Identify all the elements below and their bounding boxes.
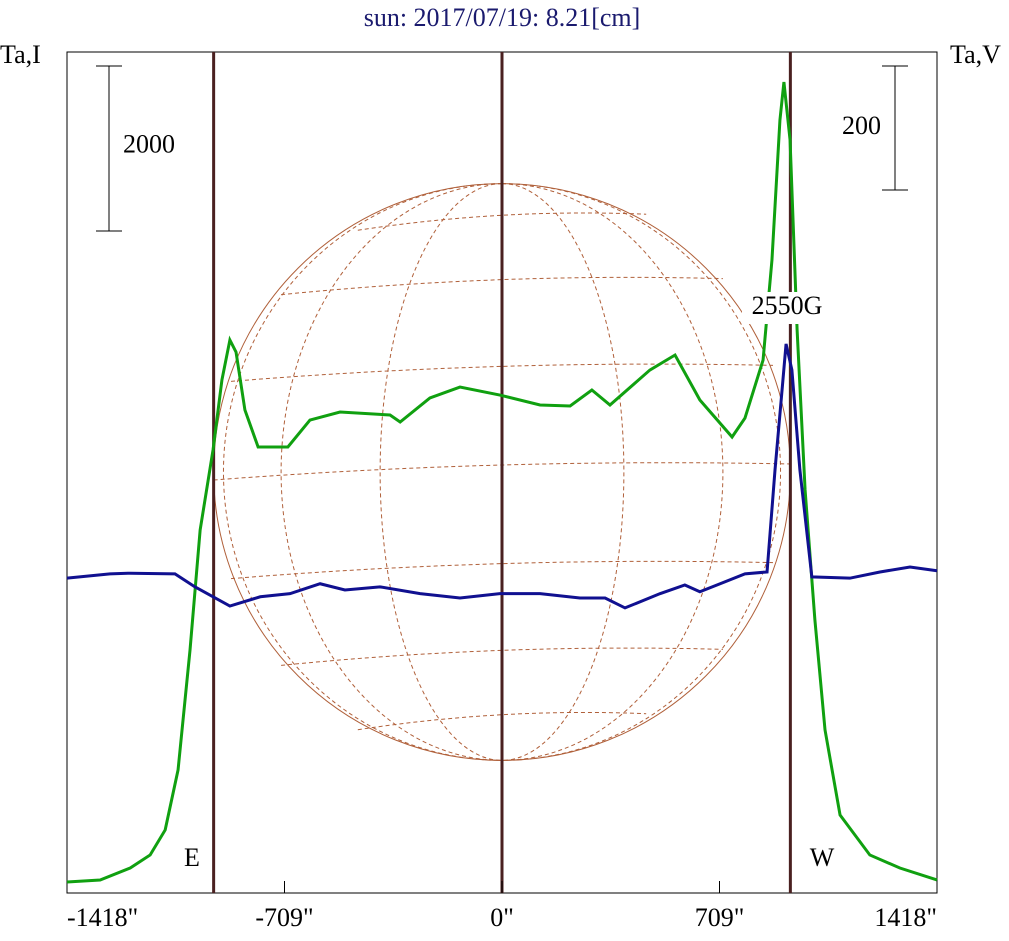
x-tick-label: -1418"	[67, 903, 138, 932]
meridian	[280, 183, 503, 761]
y-axis-label: Ta,I	[0, 40, 41, 69]
parallel	[357, 212, 647, 231]
x-tick-label: 0"	[490, 903, 514, 932]
meridian	[501, 183, 724, 761]
annotation: W	[810, 843, 835, 872]
meridian	[501, 183, 781, 761]
annotation: E	[184, 843, 200, 872]
annotation-bg	[742, 292, 832, 324]
chart-title: sun: 2017/07/19: 8.21[cm]	[364, 3, 641, 32]
annotation: 2550G	[752, 291, 823, 320]
y2-axis-label: Ta,V	[950, 40, 1001, 69]
x-tick-label: 709"	[695, 903, 745, 932]
parallel	[357, 711, 647, 731]
meridian	[223, 183, 503, 761]
series-line	[66, 343, 938, 610]
meridian	[501, 183, 625, 761]
scale-bar-label: 200	[842, 111, 881, 140]
meridian	[379, 183, 503, 761]
x-tick-label: -709"	[255, 903, 313, 932]
x-tick-label: 1418"	[874, 903, 937, 932]
scale-bar-label: 2000	[123, 129, 175, 158]
